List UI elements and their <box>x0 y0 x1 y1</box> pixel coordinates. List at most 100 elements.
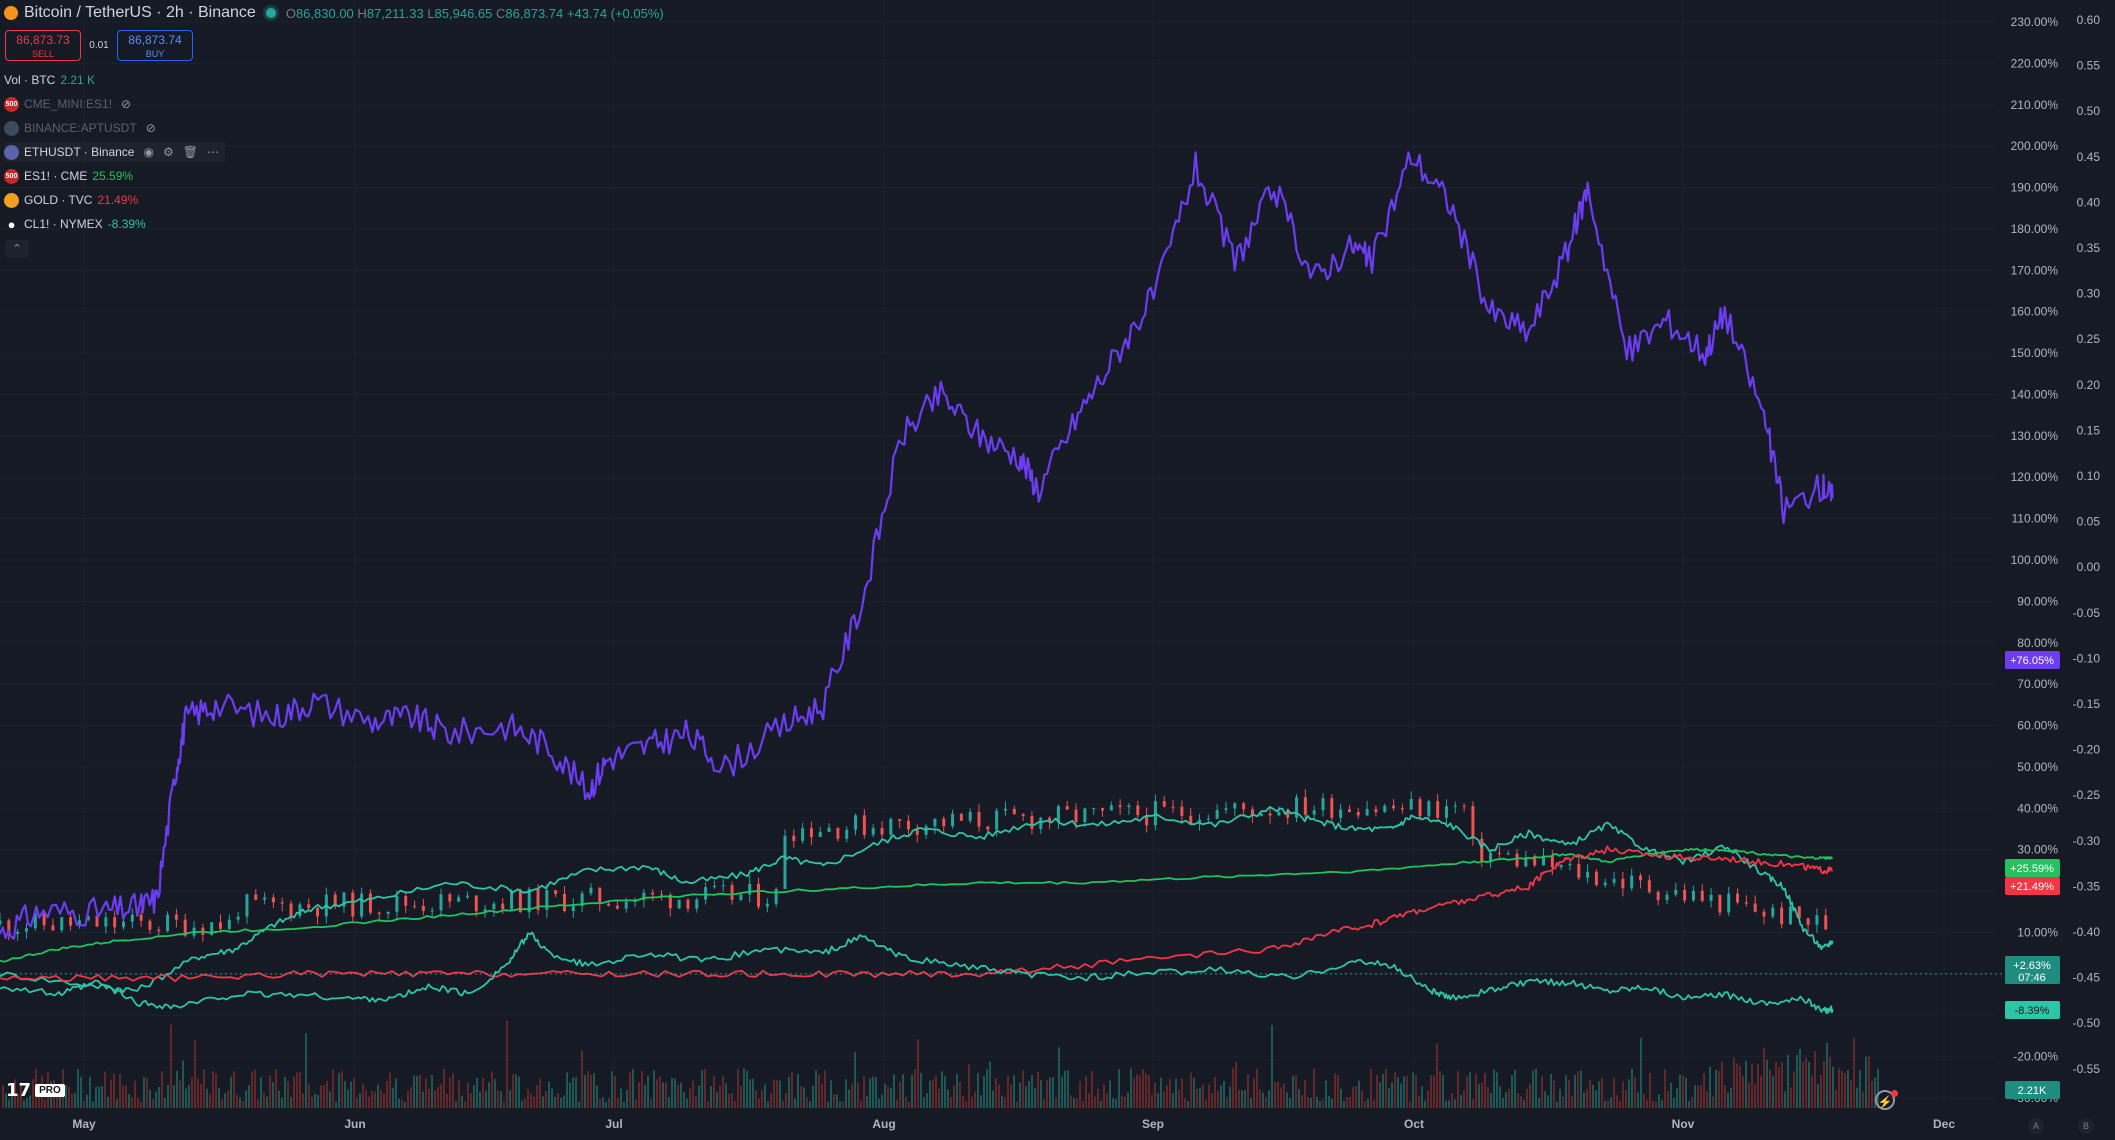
volume-bar <box>185 1088 187 1108</box>
candle-body <box>316 907 320 917</box>
secondary-axis-label: -0.50 <box>2073 1016 2101 1030</box>
lightning-icon[interactable]: ⚡ <box>1875 1090 1895 1110</box>
symbol-header: Bitcoin / TetherUS · 2h · Binance O86,83… <box>4 4 664 22</box>
volume-bar <box>299 1071 301 1108</box>
volume-bar <box>359 1093 361 1108</box>
candle-body <box>748 883 752 895</box>
volume-bar <box>329 1091 331 1108</box>
eye-icon[interactable]: ◉ <box>143 145 154 159</box>
volume-bar <box>1184 1098 1186 1108</box>
candle-body <box>483 909 487 912</box>
volume-bar <box>1298 1089 1300 1108</box>
legend-item-es-mini[interactable]: 500 CME_MINI:ES1! ⊘ <box>4 96 132 112</box>
volume-bar <box>1292 1075 1294 1108</box>
volume-bar <box>641 1070 643 1108</box>
volume-bar <box>881 1094 883 1108</box>
hidden-eye-icon[interactable]: ⊘ <box>145 121 156 135</box>
volume-bar <box>695 1096 697 1108</box>
volume-bar <box>860 1100 862 1108</box>
volume-bar <box>1052 1076 1054 1108</box>
eth-last-badge: +76.05% <box>2010 655 2054 667</box>
secondary-axis-label: -0.20 <box>2073 743 2101 757</box>
series-line-es1[interactable] <box>0 847 1833 963</box>
candle-body <box>1515 853 1519 867</box>
legend-volume[interactable]: Vol · BTC 2.21 K <box>4 73 96 87</box>
symbol-title[interactable]: Bitcoin / TetherUS · 2h · Binance <box>24 4 256 21</box>
volume-bar <box>1127 1092 1129 1108</box>
volume-bar <box>110 1079 112 1108</box>
volume-bar <box>1211 1093 1213 1108</box>
candle-body <box>545 890 549 910</box>
candle-body <box>1497 852 1501 854</box>
volume-bar <box>632 1068 634 1108</box>
series-line-gold[interactable] <box>0 845 1833 983</box>
candle-body <box>783 835 787 890</box>
volume-bar <box>158 1087 160 1108</box>
candle-body <box>289 903 293 916</box>
collapse-legend-button[interactable]: ⌃ <box>5 240 29 258</box>
volume-bar <box>851 1083 853 1108</box>
volume-bar <box>1046 1080 1048 1108</box>
legend-item-aptusdt[interactable]: BINANCE:APTUSDT ⊘ <box>4 118 156 138</box>
candle-body <box>1153 801 1157 826</box>
volume-bar <box>782 1101 784 1108</box>
volume-bar <box>266 1096 268 1108</box>
series-line-cl1[interactable] <box>0 931 1834 1014</box>
volume-bar <box>1724 1085 1726 1108</box>
volume-bar <box>767 1101 769 1108</box>
candle-body <box>219 922 222 929</box>
candle-body <box>377 912 381 914</box>
volume-bar <box>317 1094 319 1108</box>
volume-bar <box>1031 1075 1033 1108</box>
candle-body <box>157 929 161 932</box>
btc-last-badge-bg <box>2005 956 2060 984</box>
hidden-eye-icon[interactable]: ⊘ <box>121 97 132 111</box>
volume-bar <box>1853 1037 1855 1108</box>
candle-body <box>1039 817 1043 829</box>
volume-bar <box>122 1085 124 1108</box>
more-icon[interactable]: ⋯ <box>206 145 219 159</box>
auto-scale-button[interactable]: A <box>2028 1118 2044 1134</box>
volume-bar <box>1460 1095 1462 1108</box>
sell-button[interactable]: 86,873.73 SELL <box>5 30 81 61</box>
secondary-axis-label: 0.00 <box>2077 560 2101 574</box>
volume-bar <box>797 1074 799 1108</box>
volume-bar <box>113 1073 115 1108</box>
candle-body <box>51 925 55 931</box>
candle-body <box>351 892 355 917</box>
volume-bar <box>1811 1075 1813 1108</box>
volume-bar <box>56 1086 58 1108</box>
legend-item-cl1[interactable]: ● CL1! · NYMEX -8.39% <box>4 214 146 234</box>
volume-bar <box>1193 1078 1195 1108</box>
legend-item-ethusdt[interactable]: ETHUSDT · Binance ◉ ⚙ 🗑 ⋯ <box>4 142 225 162</box>
volume-bar <box>1133 1078 1135 1108</box>
tradingview-logo[interactable]: 17 PRO <box>6 1080 65 1101</box>
volume-bar <box>926 1093 928 1108</box>
volume-bar <box>134 1080 136 1108</box>
volume-bar <box>461 1095 463 1108</box>
volume-bar <box>674 1078 676 1108</box>
volume-bar <box>17 1094 19 1108</box>
volume-bar <box>1688 1101 1690 1108</box>
volume-bar <box>1715 1069 1717 1108</box>
candle-body <box>1550 855 1554 868</box>
settings-icon[interactable]: ⚙ <box>162 145 174 159</box>
volume-bar <box>668 1097 670 1108</box>
candle-body <box>827 827 831 832</box>
volume-bar <box>191 1077 193 1108</box>
legend-item-es1[interactable]: 500 ES1! · CME 25.59% <box>4 168 134 184</box>
trash-icon[interactable]: 🗑 <box>182 145 198 159</box>
legend-item-gold[interactable]: GOLD · TVC 21.49% <box>4 190 138 210</box>
candle-body <box>668 894 672 909</box>
volume-bar <box>308 1083 310 1108</box>
candle-body <box>1330 798 1334 818</box>
log-scale-button[interactable]: B <box>2078 1118 2094 1134</box>
series-line-ethusdt[interactable] <box>0 151 1834 940</box>
volume-bar <box>998 1084 1000 1108</box>
volume-bar <box>1499 1086 1501 1108</box>
percent-axis-label: 150.00% <box>2011 346 2059 360</box>
candle-body <box>862 815 866 835</box>
volume-bar <box>230 1076 232 1108</box>
buy-button[interactable]: 86,873.74 BUY <box>117 30 193 61</box>
